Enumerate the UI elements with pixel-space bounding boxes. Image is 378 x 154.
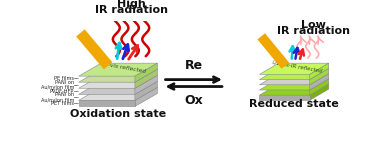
Polygon shape [259, 95, 310, 100]
Polygon shape [259, 63, 329, 74]
Polygon shape [310, 74, 329, 90]
Text: PET films: PET films [51, 101, 74, 106]
Text: IR radiation: IR radiation [277, 26, 350, 36]
Polygon shape [259, 84, 329, 95]
Polygon shape [135, 63, 157, 82]
Text: Low: Low [301, 20, 325, 30]
Polygon shape [310, 79, 329, 95]
Text: Ox: Ox [184, 94, 203, 107]
Text: UV-vis reflected: UV-vis reflected [100, 61, 146, 74]
Polygon shape [310, 63, 329, 80]
Polygon shape [135, 81, 157, 100]
Polygon shape [79, 100, 135, 106]
Polygon shape [79, 87, 157, 100]
Text: PE films: PE films [54, 76, 74, 81]
Text: High: High [117, 0, 146, 9]
Polygon shape [135, 69, 157, 88]
Polygon shape [310, 84, 329, 100]
Polygon shape [259, 79, 329, 90]
Polygon shape [310, 68, 329, 85]
Polygon shape [79, 63, 157, 76]
Polygon shape [135, 87, 157, 106]
Polygon shape [259, 68, 329, 80]
Text: IR radiation: IR radiation [94, 5, 167, 15]
Polygon shape [79, 75, 157, 88]
Polygon shape [259, 74, 329, 85]
Text: UV-vis-IR reflected: UV-vis-IR reflected [272, 60, 323, 74]
Polygon shape [79, 81, 157, 94]
Text: Oxidation state: Oxidation state [70, 109, 166, 119]
Text: PVDF-HFP: PVDF-HFP [50, 89, 74, 94]
Polygon shape [79, 69, 157, 82]
Text: PANI on
Au/nylon film: PANI on Au/nylon film [41, 80, 74, 90]
Polygon shape [135, 75, 157, 94]
Text: Reduced state: Reduced state [249, 99, 339, 109]
Text: PANI on
Au/nylon film: PANI on Au/nylon film [41, 92, 74, 103]
Text: Re: Re [185, 59, 203, 72]
